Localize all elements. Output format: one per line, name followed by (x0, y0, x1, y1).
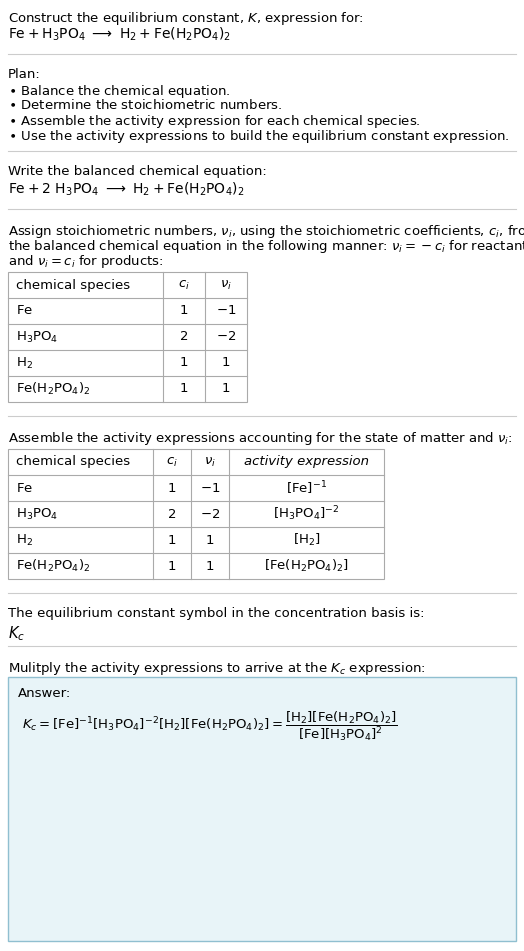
Text: $-1$: $-1$ (216, 304, 236, 318)
Text: $\mathrm{H_3PO_4}$: $\mathrm{H_3PO_4}$ (16, 507, 58, 521)
Text: $[\mathrm{H_2}]$: $[\mathrm{H_2}]$ (293, 532, 320, 548)
Text: $[\mathrm{Fe(H_2PO_4)_2}]$: $[\mathrm{Fe(H_2PO_4)_2}]$ (264, 558, 349, 574)
Text: $-2$: $-2$ (200, 508, 220, 520)
Text: $K_c = [\mathrm{Fe}]^{-1} [\mathrm{H_3PO_4}]^{-2} [\mathrm{H_2}] [\mathrm{Fe(H_2: $K_c = [\mathrm{Fe}]^{-1} [\mathrm{H_3PO… (22, 709, 398, 743)
Text: $\mathrm{H_2}$: $\mathrm{H_2}$ (16, 356, 33, 371)
Text: Assign stoichiometric numbers, $\nu_i$, using the stoichiometric coefficients, $: Assign stoichiometric numbers, $\nu_i$, … (8, 223, 524, 240)
Text: $\bullet$ Determine the stoichiometric numbers.: $\bullet$ Determine the stoichiometric n… (8, 98, 282, 112)
Text: $\bullet$ Balance the chemical equation.: $\bullet$ Balance the chemical equation. (8, 83, 231, 100)
Bar (8, 449, 384, 579)
Text: $\mathrm{Fe}$: $\mathrm{Fe}$ (16, 304, 33, 318)
Text: $[\mathrm{H_3PO_4}]^{-2}$: $[\mathrm{H_3PO_4}]^{-2}$ (274, 505, 340, 523)
Text: 1: 1 (168, 481, 176, 495)
Bar (8, 272, 247, 402)
Text: $c_i$: $c_i$ (178, 279, 190, 292)
Text: $\mathrm{Fe(H_2PO_4)_2}$: $\mathrm{Fe(H_2PO_4)_2}$ (16, 381, 90, 398)
Text: the balanced chemical equation in the following manner: $\nu_i = -c_i$ for react: the balanced chemical equation in the fo… (8, 238, 524, 255)
Text: Plan:: Plan: (8, 68, 41, 81)
Text: 1: 1 (180, 382, 188, 396)
Text: $c_i$: $c_i$ (166, 456, 178, 469)
Text: $\nu_i$: $\nu_i$ (220, 279, 232, 292)
Text: $\nu_i$: $\nu_i$ (204, 456, 216, 469)
Text: $\mathrm{H_3PO_4}$: $\mathrm{H_3PO_4}$ (16, 329, 58, 344)
Text: 1: 1 (180, 304, 188, 318)
Text: activity expression: activity expression (244, 456, 369, 469)
Text: The equilibrium constant symbol in the concentration basis is:: The equilibrium constant symbol in the c… (8, 607, 424, 620)
Text: Construct the equilibrium constant, $K$, expression for:: Construct the equilibrium constant, $K$,… (8, 10, 364, 27)
Text: Write the balanced chemical equation:: Write the balanced chemical equation: (8, 165, 267, 178)
Text: 2: 2 (168, 508, 176, 520)
Text: Assemble the activity expressions accounting for the state of matter and $\nu_i$: Assemble the activity expressions accoun… (8, 430, 512, 447)
Text: $\bullet$ Use the activity expressions to build the equilibrium constant express: $\bullet$ Use the activity expressions t… (8, 128, 509, 145)
Text: chemical species: chemical species (16, 279, 130, 292)
Text: 1: 1 (222, 357, 230, 370)
Text: $\mathrm{Fe + H_3PO_4 \ \longrightarrow \ H_2 + Fe(H_2PO_4)_2}$: $\mathrm{Fe + H_3PO_4 \ \longrightarrow … (8, 26, 231, 44)
Text: $\mathrm{Fe(H_2PO_4)_2}$: $\mathrm{Fe(H_2PO_4)_2}$ (16, 558, 90, 574)
Text: $\mathrm{H_2}$: $\mathrm{H_2}$ (16, 533, 33, 548)
Text: 1: 1 (180, 357, 188, 370)
Text: 1: 1 (168, 534, 176, 547)
Text: $\bullet$ Assemble the activity expression for each chemical species.: $\bullet$ Assemble the activity expressi… (8, 113, 421, 130)
Text: $[\mathrm{Fe}]^{-1}$: $[\mathrm{Fe}]^{-1}$ (286, 479, 327, 496)
Text: $\mathrm{Fe}$: $\mathrm{Fe}$ (16, 481, 33, 495)
Text: 1: 1 (206, 559, 214, 573)
Text: Mulitply the activity expressions to arrive at the $K_c$ expression:: Mulitply the activity expressions to arr… (8, 660, 426, 677)
Text: 2: 2 (180, 331, 188, 343)
Text: chemical species: chemical species (16, 456, 130, 469)
Text: $\mathrm{Fe + 2\ H_3PO_4 \ \longrightarrow \ H_2 + Fe(H_2PO_4)_2}$: $\mathrm{Fe + 2\ H_3PO_4 \ \longrightarr… (8, 181, 244, 199)
Text: $K_c$: $K_c$ (8, 624, 25, 643)
Text: 1: 1 (222, 382, 230, 396)
Text: Answer:: Answer: (18, 687, 71, 700)
Text: 1: 1 (206, 534, 214, 547)
Bar (8, 677, 516, 941)
Text: 1: 1 (168, 559, 176, 573)
Text: and $\nu_i = c_i$ for products:: and $\nu_i = c_i$ for products: (8, 253, 163, 270)
Text: $-2$: $-2$ (216, 331, 236, 343)
Text: $-1$: $-1$ (200, 481, 220, 495)
